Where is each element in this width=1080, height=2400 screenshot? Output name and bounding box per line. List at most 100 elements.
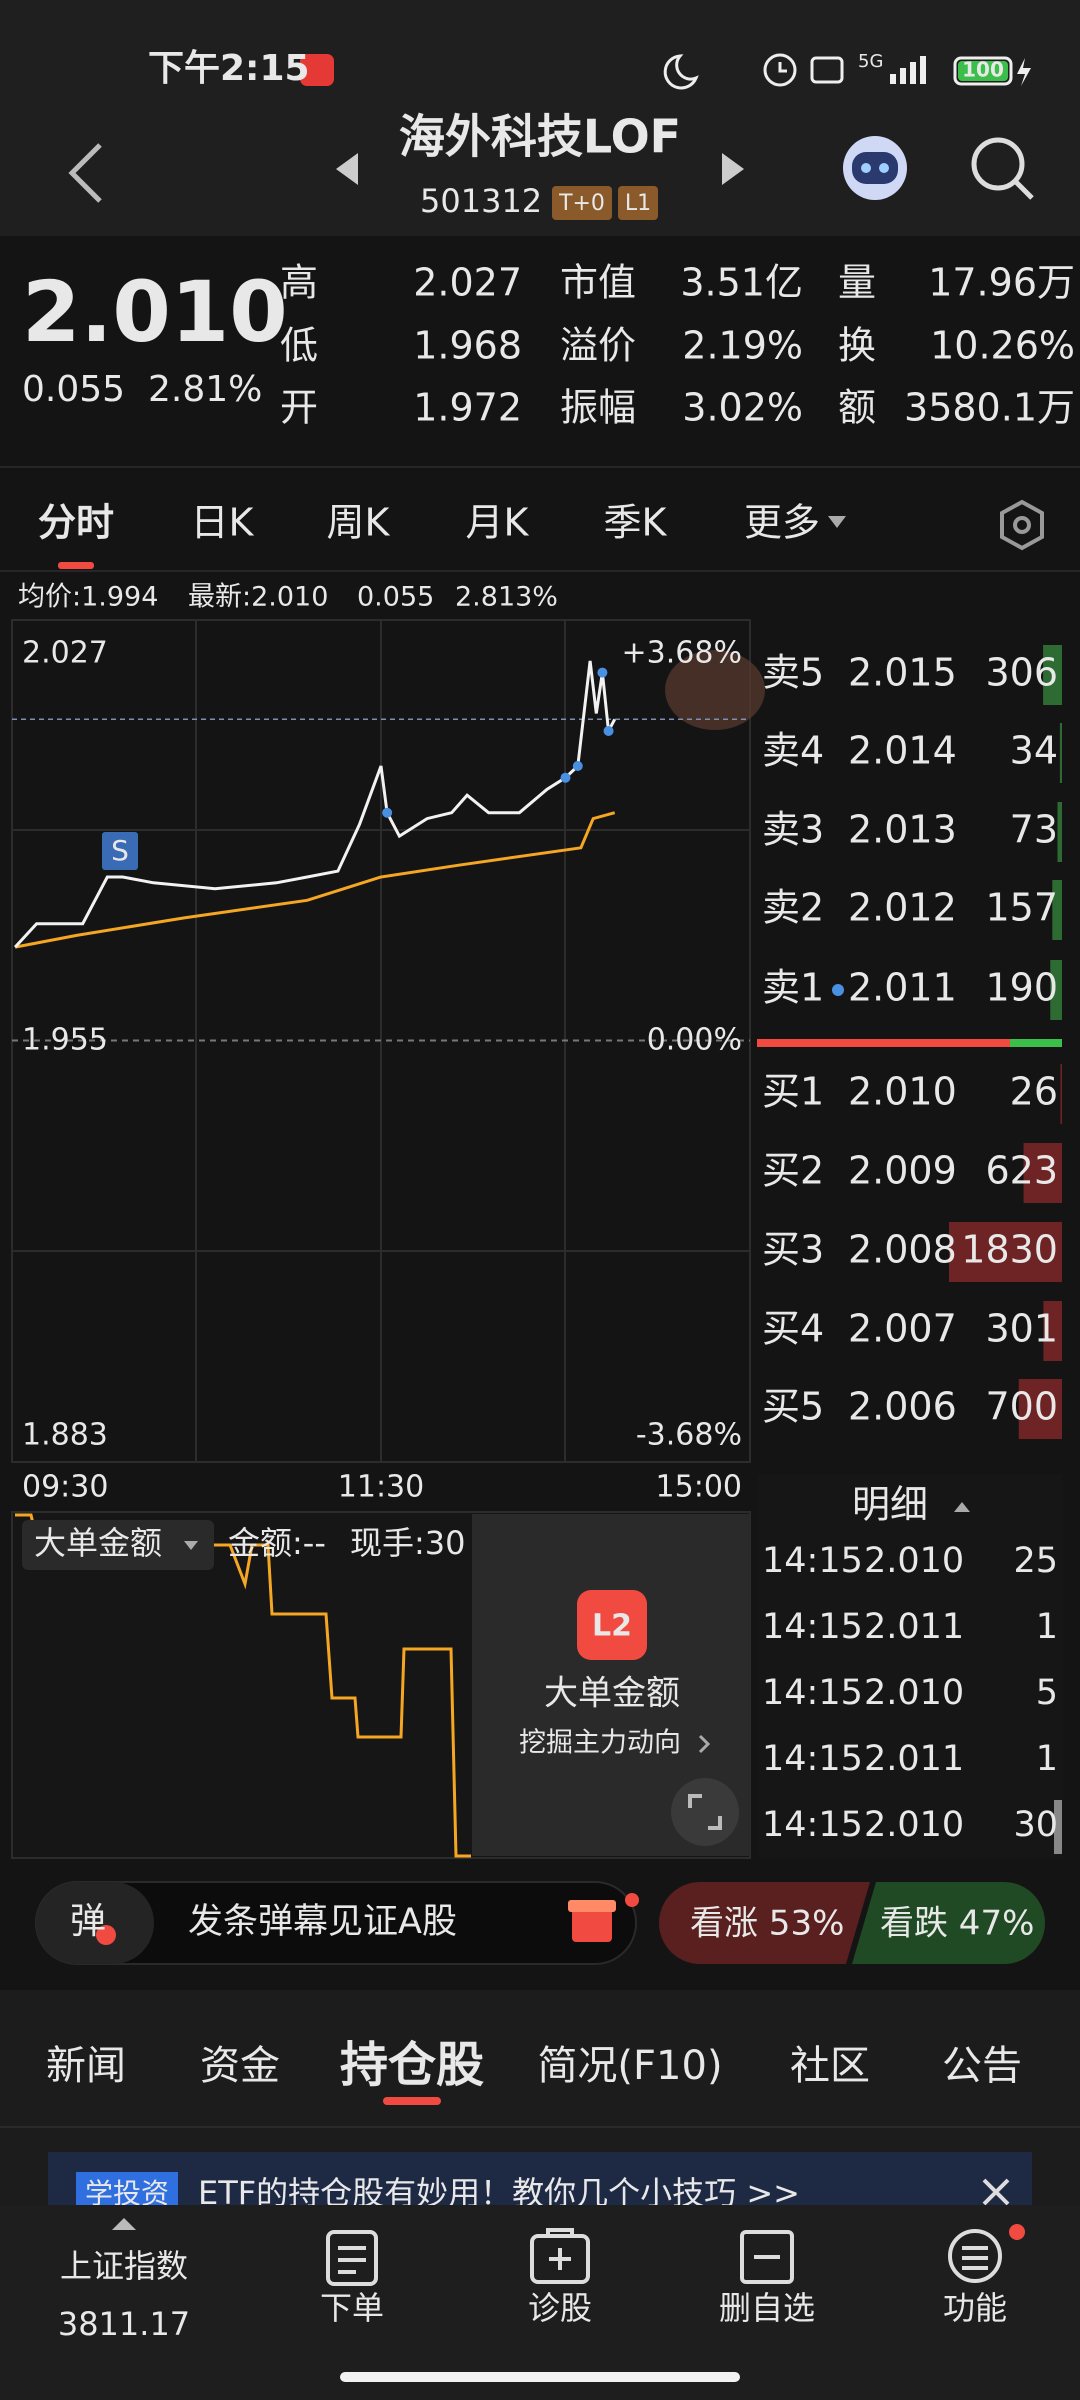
section-tab[interactable]: 公告 xyxy=(942,2043,1022,2089)
info-change: 0.055 xyxy=(357,582,434,613)
x-label: 09:30 xyxy=(22,1470,108,1505)
nav-badge xyxy=(1009,2224,1025,2240)
stat-value: 3.02% xyxy=(682,386,803,430)
book-volume: 34 xyxy=(1010,729,1058,773)
book-label: 卖1 xyxy=(762,966,824,1010)
trade-dot xyxy=(382,807,393,818)
expand-icon xyxy=(688,1794,722,1830)
gift-dot xyxy=(625,1893,639,1907)
bids-volume-bar xyxy=(1060,1064,1062,1124)
book-volume: 301 xyxy=(985,1307,1058,1351)
book-price: 2.009 xyxy=(848,1149,957,1193)
pct-label: 0.00% xyxy=(647,1023,742,1058)
nav-item[interactable]: 下单 xyxy=(320,2289,384,2327)
section-tab[interactable]: 简况(F10) xyxy=(537,2043,722,2089)
stock-code: 501312 xyxy=(420,182,542,220)
pct-label: -3.68% xyxy=(636,1418,742,1453)
l2-icon xyxy=(577,1590,647,1660)
chart-tab[interactable]: 更多 xyxy=(744,501,820,545)
book-label: 买5 xyxy=(762,1385,824,1429)
book-label: 卖3 xyxy=(762,808,824,852)
book-price: 2.011 xyxy=(848,966,957,1010)
stock-title: 海外科技LOF xyxy=(399,110,681,164)
status-network: 5G xyxy=(858,51,883,72)
price-change-pct: 2.81% xyxy=(148,369,262,410)
asks-volume-bar xyxy=(1050,960,1062,1020)
nav-item[interactable]: 功能 xyxy=(943,2289,1007,2327)
danmaku-button[interactable] xyxy=(36,1882,154,1964)
pct-label: +3.68% xyxy=(622,636,742,671)
section-tab[interactable]: 资金 xyxy=(200,2043,280,2089)
nav-icons xyxy=(326,2228,1002,2286)
assistant-icon[interactable] xyxy=(843,136,907,200)
ratio-red xyxy=(757,1039,1010,1047)
index-expand[interactable] xyxy=(112,2218,136,2230)
search-button[interactable] xyxy=(971,137,1034,200)
battery-level xyxy=(958,61,1008,81)
book-volume: 700 xyxy=(985,1385,1058,1429)
back-button[interactable] xyxy=(68,143,102,203)
stat-label: 溢价 xyxy=(560,324,636,368)
section-tab[interactable]: 新闻 xyxy=(46,2043,126,2089)
book-price: 2.015 xyxy=(848,651,957,695)
chart-tab[interactable]: 季K xyxy=(604,501,668,545)
prev-stock[interactable] xyxy=(336,153,358,185)
expand-button[interactable] xyxy=(671,1778,739,1846)
indicator-selector[interactable] xyxy=(22,1520,214,1570)
book-volume: 306 xyxy=(985,651,1058,695)
book-label: 买3 xyxy=(762,1228,824,1272)
chart-tab[interactable]: 月K xyxy=(466,501,530,545)
chart-tab[interactable]: 分时 xyxy=(38,501,114,545)
selector-arrow xyxy=(184,1541,198,1550)
gift-icon[interactable] xyxy=(572,1908,612,1942)
asks-volume-bar xyxy=(1052,880,1062,940)
banner-close[interactable] xyxy=(982,2178,1010,2206)
stat-label: 市值 xyxy=(560,261,636,305)
section-tab[interactable]: 持仓股 xyxy=(340,2037,484,2093)
index-value: 3811.17 xyxy=(58,2305,190,2343)
nav-item[interactable]: 诊股 xyxy=(528,2289,592,2327)
book-label: 卖5 xyxy=(762,651,824,695)
trade-price: 2.010 xyxy=(864,1541,964,1581)
battery-text: 100 xyxy=(962,58,1004,82)
book-volume: 1830 xyxy=(961,1228,1058,1272)
nav-item[interactable]: 删自选 xyxy=(719,2289,815,2327)
next-stock[interactable] xyxy=(722,153,744,185)
trade-price: 2.011 xyxy=(864,1739,964,1779)
chart-tab[interactable]: 周K xyxy=(327,501,391,545)
book-volume: 26 xyxy=(1010,1070,1058,1114)
chart-tab[interactable]: 日K xyxy=(191,501,255,545)
settings-button[interactable] xyxy=(1000,499,1044,551)
y-label: 2.027 xyxy=(22,636,108,671)
signal-bg xyxy=(102,832,138,870)
vote-up[interactable] xyxy=(659,1882,870,1964)
scrollbar xyxy=(1054,1800,1062,1854)
promo-sub: 挖掘主力动向 xyxy=(519,1728,681,1759)
trade-dot xyxy=(560,772,571,783)
stat-label: 高 xyxy=(280,261,318,305)
section-tab[interactable]: 社区 xyxy=(790,2043,870,2089)
book-label: 买2 xyxy=(762,1149,824,1193)
book-price: 2.007 xyxy=(848,1307,957,1351)
book-label: 买1 xyxy=(762,1070,824,1114)
trade-price: 2.010 xyxy=(864,1673,964,1713)
trade-price: 2.010 xyxy=(864,1805,964,1845)
bids-volume-bar xyxy=(949,1222,1062,1282)
stat-value: 10.26% xyxy=(930,324,1075,368)
book-volume: 157 xyxy=(985,886,1058,930)
average-line xyxy=(14,811,616,949)
comment-placeholder: 发条弹幕见证A股 xyxy=(188,1902,457,1942)
vote-down[interactable] xyxy=(852,1882,1045,1964)
quote-bg xyxy=(0,236,1080,466)
badge: T+0 xyxy=(558,191,605,216)
stat-label: 换 xyxy=(838,324,876,368)
book-price: 2.014 xyxy=(848,729,957,773)
signal-bars xyxy=(890,56,926,84)
vote-up-label: 看涨 53% xyxy=(690,1904,844,1944)
floating-bubble[interactable] xyxy=(665,650,765,730)
trade-volume: 1 xyxy=(1036,1607,1058,1647)
info-change-pct: 2.813% xyxy=(455,582,558,613)
price-line xyxy=(13,660,617,949)
